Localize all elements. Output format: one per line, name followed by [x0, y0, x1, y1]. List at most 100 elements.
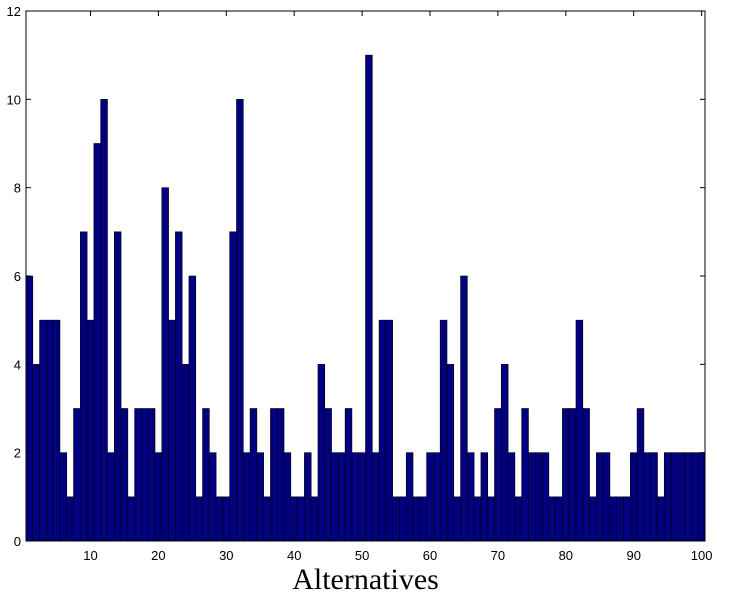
- x-tick-label: 50: [355, 548, 369, 563]
- bar-38: [276, 408, 285, 542]
- x-tick-label: 20: [151, 548, 165, 563]
- y-tick-label: 4: [14, 357, 21, 372]
- bar-41: [297, 496, 305, 542]
- bar-51: [365, 54, 373, 542]
- y-tick-label: 6: [14, 269, 21, 284]
- bar-85: [596, 452, 604, 542]
- bar-46: [331, 452, 339, 542]
- x-tick-label: 80: [559, 548, 573, 563]
- bar-69: [487, 496, 495, 542]
- bar-1: [25, 275, 34, 542]
- bar-88: [616, 496, 624, 542]
- bar-79: [555, 496, 563, 542]
- bar-12: [100, 99, 108, 542]
- bar-31: [229, 231, 237, 542]
- x-tick-label: 70: [491, 548, 505, 563]
- bar-2: [32, 364, 40, 542]
- bar-18: [141, 408, 149, 542]
- bar-7: [66, 496, 74, 542]
- x-axis-label: Alternatives: [292, 563, 439, 595]
- bar-72: [507, 452, 516, 542]
- bar-81: [568, 408, 577, 542]
- bar-75: [528, 452, 536, 542]
- bar-47: [338, 452, 346, 542]
- bar-83: [582, 408, 590, 542]
- bar-8: [73, 408, 81, 542]
- bar-67: [473, 496, 482, 542]
- bar-56: [399, 496, 407, 542]
- bar-16: [127, 496, 135, 542]
- bars-group: [25, 54, 706, 542]
- bar-39: [283, 452, 292, 542]
- bar-34: [249, 408, 258, 542]
- bar-73: [514, 496, 522, 542]
- bar-42: [304, 452, 312, 542]
- x-tick-label: 100: [691, 548, 713, 563]
- bar-82: [575, 319, 584, 542]
- bar-92: [643, 452, 651, 542]
- bar-20: [154, 452, 163, 542]
- bar-29: [215, 496, 224, 542]
- bar-61: [433, 452, 441, 542]
- bar-27: [202, 408, 210, 542]
- bar-4: [46, 319, 54, 542]
- y-tick-label: 10: [7, 92, 21, 107]
- bar-74: [521, 408, 529, 542]
- bar-49: [351, 452, 360, 542]
- y-tick-label: 12: [7, 4, 21, 19]
- x-tick-label: 90: [626, 548, 640, 563]
- bar-44: [317, 364, 326, 542]
- bar-9: [80, 231, 88, 542]
- bar-3: [39, 319, 47, 542]
- bar-87: [609, 496, 618, 542]
- bar-64: [453, 496, 461, 542]
- bar-100: [697, 452, 706, 542]
- y-tick-label: 2: [14, 446, 21, 461]
- bar-60: [426, 452, 434, 542]
- y-tick-label: 0: [14, 534, 21, 549]
- bar-91: [636, 408, 645, 542]
- bar-36: [263, 496, 271, 542]
- bar-30: [222, 496, 231, 542]
- bar-14: [113, 231, 122, 542]
- bar-35: [256, 452, 264, 542]
- bar-28: [209, 452, 217, 542]
- bar-78: [548, 496, 556, 542]
- bar-77: [541, 452, 550, 542]
- bar-68: [480, 452, 489, 542]
- bar-96: [670, 452, 679, 542]
- bar-50: [358, 452, 366, 542]
- bar-24: [181, 364, 190, 542]
- bar-62: [439, 319, 448, 542]
- bar-10: [86, 319, 95, 542]
- bar-59: [419, 496, 427, 542]
- x-axis: 10 20 30 40 50 60 70 80 90 100: [83, 11, 712, 563]
- bar-93: [650, 452, 658, 542]
- bar-54: [385, 319, 393, 542]
- bar-23: [175, 231, 183, 542]
- bar-99: [691, 452, 699, 542]
- bar-98: [684, 452, 692, 542]
- bar-63: [446, 364, 455, 542]
- bar-71: [500, 364, 509, 542]
- bar-13: [107, 452, 115, 542]
- bar-17: [134, 408, 142, 542]
- bar-58: [412, 496, 421, 542]
- bar-90: [630, 452, 638, 542]
- bar-66: [467, 452, 475, 542]
- bar-94: [657, 496, 665, 542]
- y-axis: 0 2 4 6 8 10 12: [7, 4, 705, 549]
- bar-45: [324, 408, 332, 542]
- bar-26: [195, 496, 203, 542]
- bar-97: [677, 452, 685, 542]
- bar-19: [147, 408, 156, 542]
- x-tick-label: 10: [83, 548, 97, 563]
- bar-22: [168, 319, 176, 542]
- bar-40: [290, 496, 298, 542]
- x-tick-label: 30: [219, 548, 233, 563]
- bar-6: [59, 452, 68, 542]
- y-tick-label: 8: [14, 181, 21, 196]
- bar-55: [392, 496, 400, 542]
- bar-48: [344, 408, 353, 542]
